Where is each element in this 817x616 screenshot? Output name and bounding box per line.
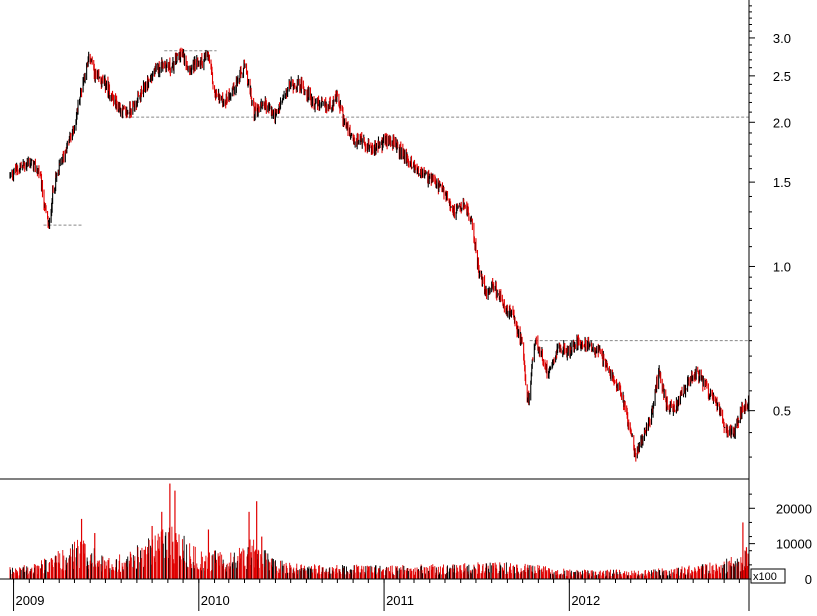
price-tick-label: 2.0: [773, 115, 791, 130]
price-tick-label: 1.0: [773, 259, 791, 274]
year-label: 2011: [386, 593, 414, 608]
price-tick-label: 1.5: [773, 175, 791, 190]
volume-unit-label: x100: [753, 571, 777, 583]
volume-bars: [9, 483, 750, 579]
volume-panel: [9, 483, 750, 579]
price-tick-label: 2.5: [773, 69, 791, 84]
volume-unit-box: [750, 568, 786, 584]
price-tick-label: 0.5: [773, 404, 791, 419]
volume-tick-label: 20000: [776, 501, 812, 516]
price-candles: [9, 47, 750, 462]
volume-tick-label: 0: [805, 572, 812, 587]
price-tick-label: 3.0: [773, 31, 791, 46]
year-label: 2010: [201, 593, 230, 608]
price-panel: [9, 47, 750, 462]
year-label: 2012: [571, 593, 600, 608]
price-reference-lines: [43, 50, 749, 342]
year-label: 2009: [16, 593, 45, 608]
volume-tick-label: 10000: [776, 537, 812, 552]
